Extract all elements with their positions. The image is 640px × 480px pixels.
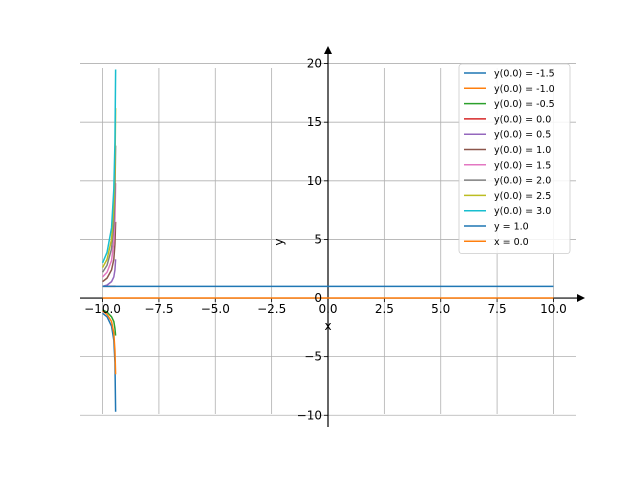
y-axis-arrow-icon — [324, 46, 332, 54]
legend-entry: y(0.0) = 1.0 — [494, 145, 551, 156]
legend-entry: y(0.0) = -1.0 — [494, 84, 555, 95]
legend-entry: y(0.0) = 1.5 — [494, 160, 551, 171]
tick-labels: −10.0 −7.5 −5.0 −2.5 0.0 2.5 5.0 7.5 10.0 −10 −5 0 5… — [84, 57, 567, 423]
legend-entry: x = 0.0 — [494, 237, 529, 248]
series-line — [102, 309, 117, 336]
series-line — [101, 69, 117, 264]
series-line — [102, 259, 117, 288]
y-tick-label: 10 — [307, 174, 322, 188]
series-lines — [101, 69, 554, 412]
y-tick-label: −10 — [297, 408, 322, 422]
y-tick-label: 15 — [307, 115, 322, 129]
legend-entry: y(0.0) = 0.5 — [494, 130, 551, 141]
x-axis-arrow-icon — [577, 294, 585, 303]
x-tick-label: −5.0 — [201, 302, 230, 316]
series-line — [102, 221, 117, 283]
y-axis-label: y — [272, 238, 286, 245]
x-tick-label: 2.5 — [375, 302, 394, 316]
x-tick-label: −2.5 — [257, 302, 286, 316]
legend-entry: y(0.0) = 0.0 — [494, 114, 551, 125]
x-tick-label: 0.0 — [318, 302, 337, 316]
x-tick-label: −10.0 — [84, 302, 121, 316]
series-line — [102, 183, 117, 278]
legend-box — [458, 63, 571, 255]
y-tick-label: 20 — [307, 57, 322, 71]
legend: y(0.0) = -1.5 y(0.0) = -1.0 y(0.0) = -0.5 y… — [458, 63, 571, 255]
legend-entry: y(0.0) = 2.5 — [494, 191, 551, 202]
x-tick-label: 5.0 — [431, 302, 450, 316]
series-line — [102, 312, 117, 412]
y-tick-label: 5 — [314, 232, 322, 246]
x-axis-label: x — [324, 319, 331, 333]
legend-entry: y = 1.0 — [494, 222, 529, 233]
series-line — [102, 310, 117, 375]
y-tick-label: 0 — [314, 291, 322, 305]
x-tick-label: 10.0 — [540, 302, 567, 316]
legend-entry: y(0.0) = 2.0 — [494, 176, 551, 187]
legend-entry: y(0.0) = -1.5 — [494, 69, 555, 80]
x-tick-label: −7.5 — [144, 302, 173, 316]
x-tick-label: 7.5 — [488, 302, 507, 316]
legend-entry: y(0.0) = -0.5 — [494, 99, 555, 110]
legend-entry: y(0.0) = 3.0 — [494, 206, 551, 217]
y-tick-label: −5 — [304, 350, 322, 364]
